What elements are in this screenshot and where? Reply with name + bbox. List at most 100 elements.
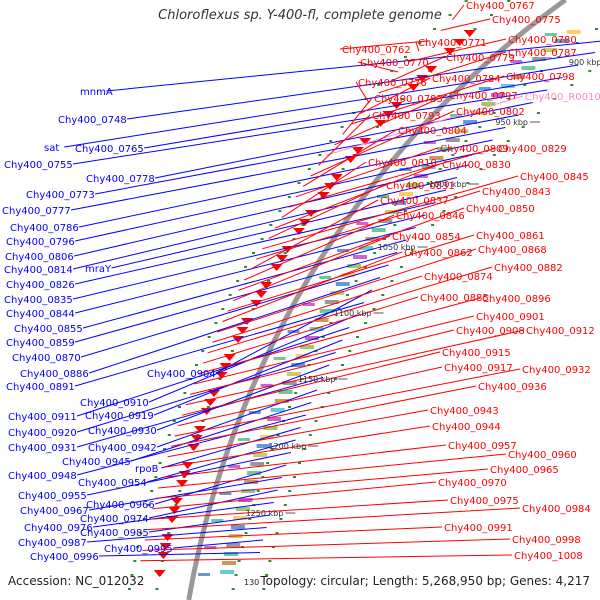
right-leader-line <box>142 538 511 551</box>
feature-colour-bar <box>274 399 289 403</box>
feature-colour-bar <box>247 471 262 475</box>
feature-colour-bar <box>423 141 436 144</box>
dot-track-0 <box>466 182 470 184</box>
left-leader-line <box>154 464 287 505</box>
backbone-arc <box>186 0 567 600</box>
kbp-tick-label: 900 kbp <box>569 58 600 67</box>
left-leader-line <box>93 502 274 528</box>
left-gene-label: Chy400_0778 <box>86 174 155 185</box>
feature-colour-bar <box>543 48 558 52</box>
right-leader-line <box>302 129 397 187</box>
right-gene-label: Chy400_0998 <box>512 535 581 546</box>
dot-track-3 <box>236 280 240 282</box>
left-gene-label: Chy400_0826 <box>6 280 75 291</box>
left-leader-line <box>173 539 264 549</box>
right-leader-line <box>149 499 449 520</box>
right-gene-label: Chy400_0843 <box>482 187 551 198</box>
dot-track-3 <box>244 266 247 268</box>
right-gene-label: Chy400_0797 <box>449 91 518 102</box>
feature-colour-bar <box>347 264 362 268</box>
right-leader-line <box>388 56 445 83</box>
summary-text: Topology: circular; Length: 5,268,950 bp… <box>260 574 590 588</box>
dot-track-3 <box>146 504 150 506</box>
right-gene-label: Chy400_1008 <box>514 551 583 562</box>
left-leader-line <box>130 402 312 462</box>
feature-colour-bar <box>365 237 380 241</box>
right-leader-line <box>174 368 521 437</box>
dot-track-3 <box>163 448 167 450</box>
dot-track-0 <box>356 336 359 338</box>
dot-track-3 <box>390 70 394 72</box>
left-gene-label: Chy400_0786 <box>10 223 79 234</box>
feature-colour-bar <box>286 372 301 376</box>
dot-track-3 <box>307 168 311 170</box>
dot-track-1 <box>329 322 333 324</box>
kbp-tick-layer: 900 kbp 950 kbp 1000 kbp 1050 kbp 1100 kbp 11… <box>246 58 600 518</box>
left-leader-line <box>149 514 271 533</box>
left-gene-label: Chy400_0948 <box>8 471 77 482</box>
dot-track-2 <box>267 280 271 282</box>
right-leader-line <box>310 110 455 177</box>
right-gene-label: Chy400_0829 <box>498 144 567 155</box>
feature-colour-bar <box>226 543 241 547</box>
dot-track-0 <box>570 84 574 86</box>
left-gene-label: Chy400_0995 <box>104 544 173 555</box>
left-leader-line <box>95 114 519 195</box>
dot-track-0 <box>442 210 446 212</box>
forward-gene-arrow <box>187 444 200 451</box>
left-gene-label: Chy400_0974 <box>80 514 149 525</box>
forward-gene-arrow <box>351 147 364 154</box>
dot-track-1 <box>294 392 298 394</box>
dot-track-0 <box>293 476 296 478</box>
right-gene-label: Chy400_0915 <box>442 348 511 359</box>
feature-colour-bar <box>377 195 389 198</box>
kbp-tick-label: 1200 kbp <box>268 442 306 451</box>
dot-track-1 <box>426 182 430 184</box>
right-gene-label: Chy400_0896 <box>482 294 551 305</box>
right-leader-line <box>207 266 493 354</box>
left-leader-line <box>215 289 373 374</box>
feature-colour-bar <box>356 222 369 225</box>
right-leader-line <box>408 38 507 63</box>
right-gene-label: Chy400_0901 <box>476 312 545 323</box>
dot-track-1 <box>256 490 260 492</box>
feature-colour-bar <box>291 363 306 367</box>
feature-colour-bar <box>228 465 241 468</box>
feature-colour-bar <box>219 492 232 495</box>
feature-colour-bar <box>273 357 286 360</box>
left-gene-label: Chy400_0910 <box>80 398 149 409</box>
feature-colour-bar <box>278 390 293 394</box>
feature-colour-bar <box>510 75 525 79</box>
left-gene-label: Chy400_0755 <box>4 160 73 171</box>
forward-gene-arrow <box>236 327 249 334</box>
left-leader-line <box>156 389 318 448</box>
dot-track-1 <box>595 28 598 30</box>
right-gene-label: Chy400_0775 <box>492 15 561 26</box>
right-gene-label: Chy400_0804 <box>398 126 467 137</box>
left-gene-label: Chy400_0955 <box>18 491 87 502</box>
dot-track-1 <box>248 518 252 520</box>
feature-colour-bar <box>220 570 235 574</box>
dot-track-1 <box>373 252 377 254</box>
left-gene-label: Chy400_0987 <box>18 538 87 549</box>
right-gene-label: Chy400_0970 <box>438 478 507 489</box>
right-leader-line <box>288 147 497 208</box>
dot-track-3 <box>221 308 225 310</box>
right-leader-line <box>249 199 379 271</box>
right-gene-label: Chy400_0882 <box>494 263 563 274</box>
right-gene-label: Chy400_0960 <box>508 450 577 461</box>
left-leader-line <box>89 477 282 511</box>
dot-track-3 <box>287 196 291 198</box>
dot-track-3 <box>136 546 140 548</box>
feature-colour-bar <box>319 276 332 279</box>
dot-track-3 <box>127 588 131 590</box>
dot-track-1 <box>383 238 386 240</box>
right-leader-line <box>161 444 447 479</box>
left-leader-line <box>80 264 389 358</box>
right-gene-label: Chy400_0850 <box>466 204 535 215</box>
left-gene-label: Chy400_0954 <box>78 478 147 489</box>
dot-track-2 <box>283 252 287 254</box>
dot-track-0 <box>348 350 352 352</box>
right-leader-line <box>155 468 489 499</box>
left-gene-label: Chy400_0985 <box>80 528 149 539</box>
